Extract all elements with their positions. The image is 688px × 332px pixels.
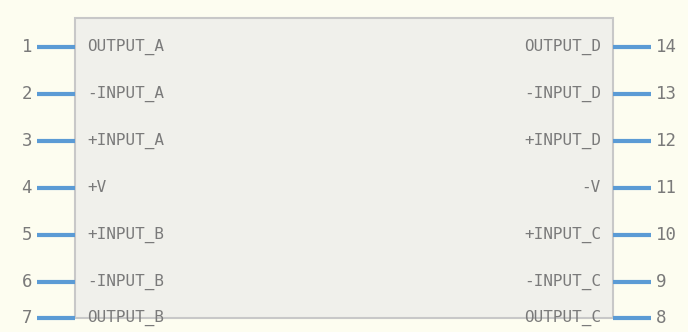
Text: 12: 12	[656, 132, 677, 150]
Text: OUTPUT_A: OUTPUT_A	[87, 39, 164, 55]
Text: 14: 14	[656, 38, 677, 56]
Text: +INPUT_B: +INPUT_B	[87, 227, 164, 243]
Text: 1: 1	[21, 38, 32, 56]
Text: +INPUT_A: +INPUT_A	[87, 133, 164, 149]
Text: -INPUT_C: -INPUT_C	[524, 274, 601, 290]
Text: +INPUT_C: +INPUT_C	[524, 227, 601, 243]
Text: 13: 13	[656, 85, 677, 103]
Text: 10: 10	[656, 226, 677, 244]
Text: +V: +V	[87, 181, 106, 196]
Text: 3: 3	[21, 132, 32, 150]
Text: 5: 5	[21, 226, 32, 244]
Text: OUTPUT_D: OUTPUT_D	[524, 39, 601, 55]
Bar	[75, 18, 613, 318]
Text: OUTPUT_C: OUTPUT_C	[524, 310, 601, 326]
Text: 9: 9	[656, 273, 667, 291]
Text: 7: 7	[21, 309, 32, 327]
Text: +INPUT_D: +INPUT_D	[524, 133, 601, 149]
Text: 4: 4	[21, 179, 32, 197]
Text: -INPUT_B: -INPUT_B	[87, 274, 164, 290]
Text: 8: 8	[656, 309, 667, 327]
Text: -INPUT_D: -INPUT_D	[524, 86, 601, 102]
Text: 11: 11	[656, 179, 677, 197]
Text: -INPUT_A: -INPUT_A	[87, 86, 164, 102]
Text: -V: -V	[582, 181, 601, 196]
Text: 6: 6	[21, 273, 32, 291]
Text: 2: 2	[21, 85, 32, 103]
Text: OUTPUT_B: OUTPUT_B	[87, 310, 164, 326]
